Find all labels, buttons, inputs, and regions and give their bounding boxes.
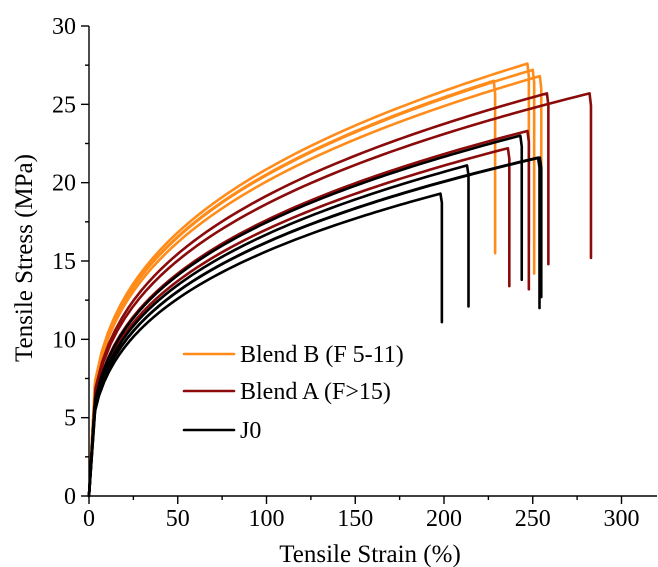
x-axis-title: Tensile Strain (%) [279, 541, 461, 567]
x-tick-label-200: 200 [426, 506, 462, 532]
series-line-blend-a-f-15-7 [87, 92, 550, 498]
legend-label-j0: J0 [240, 418, 261, 444]
legend: Blend B (F 5-11) Blend A (F>15) J0 [182, 342, 404, 444]
y-tick-label-25: 25 [52, 92, 76, 118]
legend-label-blend-b: Blend B (F 5-11) [240, 342, 404, 368]
series-line-blend-a-f-15-5 [87, 146, 511, 498]
legend-label-blend-a: Blend A (F>15) [240, 379, 391, 405]
series-line-j0-11 [87, 134, 524, 498]
series-line-blend-b-f-5-11-3 [87, 68, 536, 498]
series-line-blend-a-f-15-6 [87, 129, 531, 498]
series-line-blend-b-f-5-11-1 [87, 79, 497, 498]
x-tick-label-100: 100 [249, 506, 285, 532]
y-tick-label-5: 5 [64, 406, 76, 432]
series-line-blend-a-f-15-8 [87, 92, 593, 498]
x-tick-label-50: 50 [166, 506, 190, 532]
y-axis-title: Tensile Stress (MPa) [11, 154, 38, 362]
series-line-j0-13 [87, 156, 543, 498]
y-tick-label-10: 10 [52, 327, 76, 353]
series-line-j0-10 [87, 164, 470, 498]
series-layer [87, 62, 593, 498]
x-axis-ticks: 0 50 100 150 200 250 300 [83, 496, 640, 532]
x-tick-label-250: 250 [515, 506, 551, 532]
y-tick-label-15: 15 [52, 249, 76, 275]
x-tick-label-300: 300 [604, 506, 640, 532]
series-line-j0-9 [87, 192, 444, 498]
series-line-blend-b-f-5-11-2 [87, 62, 531, 498]
y-axis-ticks: 0 5 10 15 20 25 30 [52, 14, 89, 510]
x-tick-label-0: 0 [83, 506, 95, 532]
x-tick-label-150: 150 [337, 506, 373, 532]
series-line-blend-b-f-5-11-4 [87, 74, 543, 498]
y-tick-label-30: 30 [52, 14, 76, 40]
y-tick-label-20: 20 [52, 171, 76, 197]
y-tick-label-0: 0 [64, 484, 76, 510]
